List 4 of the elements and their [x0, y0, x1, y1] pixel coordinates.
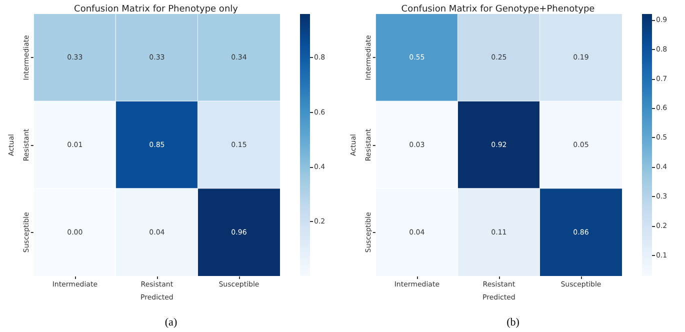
- text: (a): [164, 316, 178, 328]
- chart-title: Confusion Matrix for Phenotype only: [74, 4, 239, 14]
- chart-title: Confusion Matrix for Genotype+Phenotype: [401, 4, 596, 14]
- text: (b): [506, 316, 520, 328]
